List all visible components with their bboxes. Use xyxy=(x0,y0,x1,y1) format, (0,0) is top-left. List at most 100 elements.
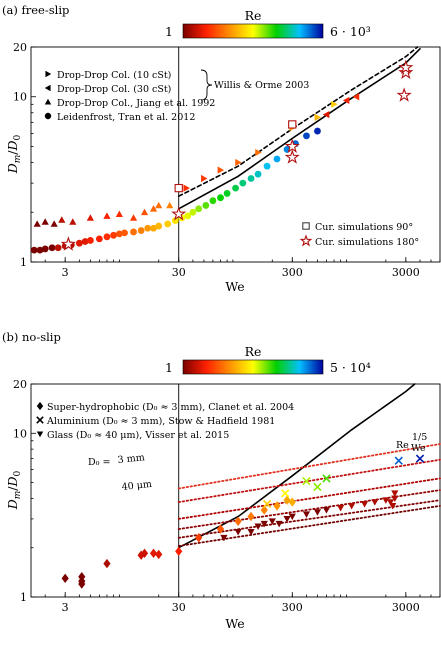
panel-a-frame xyxy=(30,46,441,263)
annotation-re-base: Re xyxy=(396,440,409,451)
model-curve-solid xyxy=(177,48,421,210)
data-point-square xyxy=(288,120,297,129)
data-point-tri-down xyxy=(337,505,345,512)
legend-a-brace-label: Willis & Orme 2003 xyxy=(214,80,309,91)
data-point-tri-down xyxy=(260,520,268,528)
data-point-circle xyxy=(195,205,203,213)
data-point-circle xyxy=(115,230,123,238)
panel-b-legend: Super-hydrophobic (D₀ ≈ 3 mm), Clanet et… xyxy=(36,401,294,441)
annotation-40um: 40 μm xyxy=(121,479,152,493)
x-tick-label: 3 xyxy=(62,601,69,614)
data-point-diamond xyxy=(103,558,111,569)
data-point-tri-down xyxy=(234,528,242,536)
data-point-tri-down xyxy=(254,523,262,530)
data-point-tri-up xyxy=(103,212,111,219)
data-point-circle xyxy=(254,170,262,178)
legend-marker-tri-left xyxy=(44,84,51,92)
data-point-star xyxy=(398,64,414,80)
data-point-circle xyxy=(223,190,231,197)
data-point-tri-down xyxy=(283,516,291,523)
data-point-diamond xyxy=(247,511,255,522)
data-point-tri-right xyxy=(314,113,322,121)
y-tick-label: 1 xyxy=(20,591,27,604)
data-point-diamond xyxy=(78,579,86,589)
data-point-tri-up xyxy=(155,201,163,209)
data-point-tri-right xyxy=(235,158,242,167)
data-point-tri-up xyxy=(69,218,77,225)
legend-a-item-2: Drop-Drop Col., Jiang et al. 1992 xyxy=(57,98,215,109)
data-point-circle xyxy=(155,222,163,230)
data-point-diamond xyxy=(234,516,242,526)
data-point-tri-up xyxy=(58,216,66,223)
panel-a-ylabel: Dm/D0 xyxy=(5,134,23,174)
data-point-circle xyxy=(130,228,137,236)
panel-b-colorbar-min: 1 xyxy=(165,360,173,375)
data-point-circle xyxy=(86,237,94,244)
data-point-tri-right xyxy=(201,174,208,183)
x-tick-label: 300 xyxy=(282,266,303,279)
y-tick-label: 1 xyxy=(20,256,27,269)
legend-b-item-0: Super-hydrophobic (D₀ ≈ 3 mm), Clanet et… xyxy=(47,402,294,413)
y-tick-label: 20 xyxy=(13,41,27,54)
data-point-diamond xyxy=(137,550,145,560)
data-point-diamond xyxy=(273,501,281,511)
legend-marker-cross xyxy=(36,416,44,424)
data-point-tri-left xyxy=(342,96,350,105)
data-point-tri-down xyxy=(391,495,399,503)
data-point-tri-down xyxy=(220,534,228,542)
data-point-circle xyxy=(189,208,197,216)
data-point-diamond xyxy=(155,549,163,560)
data-point-circle xyxy=(144,224,152,232)
model-curve-dashed xyxy=(177,46,419,197)
data-point-tri-right xyxy=(331,100,338,108)
legend-a-sim-180: Cur. simulations 180° xyxy=(315,237,419,248)
data-point-diamond xyxy=(140,548,149,558)
data-point-circle xyxy=(110,231,117,239)
legend-a-item-1: Drop-Drop Col. (30 cSt) xyxy=(57,84,171,95)
data-point-tri-right xyxy=(217,166,225,174)
legend-marker-square xyxy=(302,222,310,230)
data-point-tri-down xyxy=(382,497,390,504)
data-point-circle xyxy=(273,155,281,163)
annotation-re-scaling: Re We 1/5 xyxy=(396,432,427,454)
svg-text:Dm/D0: Dm/D0 xyxy=(5,134,23,174)
data-point-tri-up xyxy=(115,210,123,217)
data-point-tri-down xyxy=(313,509,322,516)
legend-a-brace xyxy=(200,69,213,101)
data-point-tri-down xyxy=(348,503,356,510)
data-point-circle xyxy=(314,127,321,135)
legend-a-item-3: Leidenfrost, Tran et al. 2012 xyxy=(57,112,195,123)
data-point-circle xyxy=(30,246,38,254)
legend-marker-tri-down xyxy=(36,431,44,438)
legend-a-item-0: Drop-Drop Col. (10 cSt) xyxy=(57,70,171,81)
data-point-diamond xyxy=(216,524,225,534)
data-point-tri-down xyxy=(247,528,255,536)
annotation-re-sup: 1/5 xyxy=(412,432,427,443)
data-point-square xyxy=(174,183,183,193)
data-point-diamond xyxy=(61,573,69,584)
data-point-cross xyxy=(415,454,425,463)
data-point-circle xyxy=(202,202,210,209)
panel-b-colorbar-label: Re xyxy=(245,344,262,359)
data-point-tri-up xyxy=(166,201,174,209)
data-point-tri-up xyxy=(50,220,58,227)
data-point-circle xyxy=(171,217,179,225)
x-tick-label: 30 xyxy=(172,601,186,614)
data-point-tri-down xyxy=(268,518,276,525)
data-point-circle xyxy=(75,239,83,247)
data-point-diamond xyxy=(288,497,296,507)
panel-b: (b) no-slip Re 1 5 · 10⁴ We Dm/D0 3 30 300… xyxy=(2,330,441,631)
data-point-star xyxy=(284,149,300,164)
panel-a-legend: Drop-Drop Col. (10 cSt) Drop-Drop Col. (… xyxy=(44,69,419,248)
y-tick-label: 10 xyxy=(13,427,27,440)
data-point-cross xyxy=(281,489,290,498)
data-point-tri-down xyxy=(302,511,311,518)
data-point-cross xyxy=(262,499,272,509)
panel-a-colorbar xyxy=(182,23,324,39)
data-point-tri-up xyxy=(33,220,41,227)
panel-a-colorbar-label: Re xyxy=(245,8,262,23)
data-point-tri-down xyxy=(371,499,379,506)
legend-b-item-1: Aluminium (D₀ ≈ 3 mm), Stow & Hadfield 1… xyxy=(46,416,275,427)
data-point-cross xyxy=(394,456,403,465)
legend-a-sim-90: Cur. simulations 90° xyxy=(315,222,413,233)
